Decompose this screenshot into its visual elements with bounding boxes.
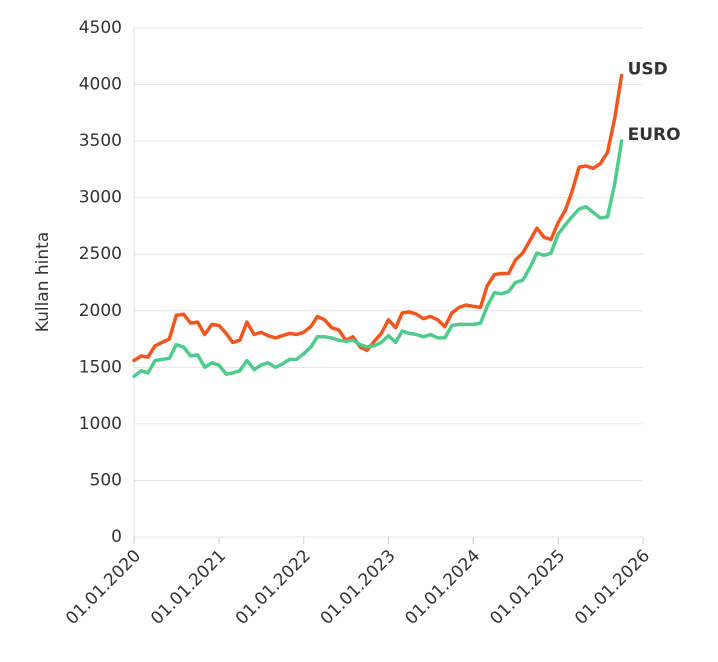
x-tick-label: 01.01.2025 [486,546,569,629]
y-axis-label: Kullan hinta [33,232,53,332]
x-tick-label: 01.01.2022 [232,546,315,629]
series-label: USD [628,60,668,80]
series-line [132,73,624,363]
series-label: EURO [628,125,681,145]
series-line [132,139,624,379]
y-tick-label: 1000 [79,414,122,434]
y-tick-label: 2000 [79,301,122,321]
y-tick-label: 500 [90,470,122,490]
y-tick-label: 1500 [79,357,122,377]
x-tick-label: 01.01.2021 [147,546,230,629]
y-tick-label: 0 [111,527,122,547]
x-tick-label: 01.01.2024 [401,546,484,629]
y-tick-label: 4000 [79,75,122,95]
y-tick-label: 4500 [79,18,122,38]
x-tick-label: 01.01.2026 [571,546,654,629]
x-tick-label: 01.01.2020 [62,546,145,629]
y-tick-label: 3500 [79,131,122,151]
y-tick-label: 2500 [79,244,122,264]
y-tick-label: 3000 [79,188,122,208]
x-tick-label: 01.01.2023 [317,546,400,629]
